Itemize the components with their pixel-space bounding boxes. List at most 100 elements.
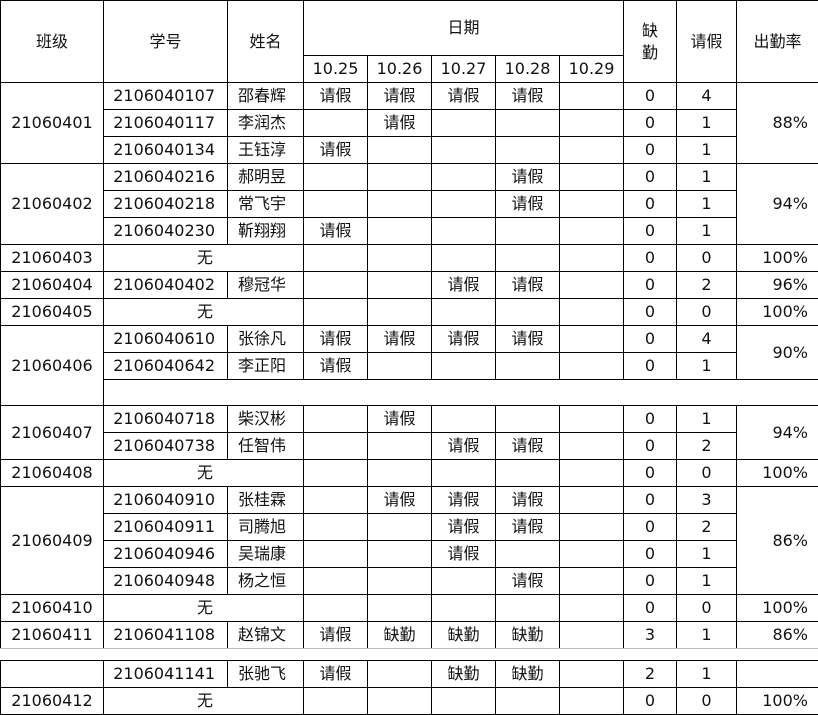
absent-count: 0	[623, 459, 677, 487]
attendance-rate: 100%	[736, 459, 818, 487]
attendance-mark: 请假	[367, 486, 432, 514]
no-student: 无	[103, 687, 304, 715]
absent-count: 0	[623, 486, 677, 514]
attendance-mark	[495, 594, 560, 622]
class-cell: 21060402	[0, 163, 104, 245]
attendance-mark	[367, 513, 432, 541]
leave-count: 1	[676, 621, 737, 649]
attendance-mark: 缺勤	[431, 660, 496, 688]
student-id: 2106040402	[103, 271, 228, 299]
absent-count: 0	[623, 432, 677, 460]
attendance-mark	[303, 244, 368, 272]
attendance-mark	[559, 163, 624, 191]
attendance-mark: 请假	[495, 486, 560, 514]
attendance-mark: 请假	[431, 271, 496, 299]
header-cell: 请假	[676, 0, 737, 83]
date-header: 10.28	[495, 55, 560, 83]
attendance-mark	[431, 136, 496, 164]
attendance-mark: 缺勤	[495, 621, 560, 649]
attendance-mark	[303, 163, 368, 191]
student-id: 2106040610	[103, 325, 228, 353]
leave-count: 1	[676, 660, 737, 688]
absent-count: 0	[623, 513, 677, 541]
attendance-mark	[303, 687, 368, 715]
attendance-mark: 请假	[431, 432, 496, 460]
leave-count: 0	[676, 687, 737, 715]
absent-count: 0	[623, 325, 677, 353]
absent-count: 0	[623, 567, 677, 595]
attendance-mark: 请假	[495, 513, 560, 541]
attendance-mark	[495, 109, 560, 137]
absent-count: 0	[623, 405, 677, 433]
attendance-mark: 请假	[303, 621, 368, 649]
attendance-mark	[303, 432, 368, 460]
attendance-mark	[495, 687, 560, 715]
attendance-mark: 请假	[495, 271, 560, 299]
attendance-mark	[431, 687, 496, 715]
attendance-mark	[431, 244, 496, 272]
attendance-mark: 请假	[303, 352, 368, 380]
leave-count: 2	[676, 432, 737, 460]
attendance-mark	[367, 459, 432, 487]
attendance-mark: 请假	[431, 513, 496, 541]
leave-count: 1	[676, 217, 737, 245]
student-name: 吴瑞康	[227, 540, 304, 568]
attendance-mark	[367, 217, 432, 245]
attendance-mark	[303, 271, 368, 299]
class-cell	[0, 660, 104, 688]
header-cell: 学号	[103, 0, 228, 83]
absent-count: 0	[623, 136, 677, 164]
student-name: 柴汉彬	[227, 405, 304, 433]
attendance-mark: 请假	[367, 82, 432, 110]
leave-count: 1	[676, 190, 737, 218]
attendance-mark: 请假	[303, 217, 368, 245]
absent-count: 3	[623, 621, 677, 649]
attendance-mark	[559, 432, 624, 460]
class-cell: 21060406	[0, 325, 104, 406]
attendance-mark	[559, 594, 624, 622]
leave-count: 0	[676, 244, 737, 272]
class-cell: 21060412	[0, 687, 104, 715]
absent-count: 0	[623, 352, 677, 380]
attendance-mark	[367, 432, 432, 460]
absent-count: 0	[623, 298, 677, 326]
attendance-mark: 请假	[303, 660, 368, 688]
attendance-mark	[431, 163, 496, 191]
student-id: 2106040216	[103, 163, 228, 191]
header-cell: 缺勤	[623, 0, 677, 83]
attendance-mark	[367, 660, 432, 688]
attendance-mark	[559, 405, 624, 433]
attendance-mark: 请假	[495, 432, 560, 460]
class-cell: 21060407	[0, 405, 104, 460]
class-cell: 21060401	[0, 82, 104, 164]
student-name: 靳翔翔	[227, 217, 304, 245]
attendance-mark	[495, 405, 560, 433]
attendance-mark	[431, 217, 496, 245]
student-id: 2106040946	[103, 540, 228, 568]
attendance-mark	[303, 567, 368, 595]
attendance-mark	[367, 567, 432, 595]
attendance-mark	[303, 486, 368, 514]
class-cell: 21060410	[0, 594, 104, 622]
leave-count: 1	[676, 540, 737, 568]
attendance-mark	[559, 540, 624, 568]
attendance-mark	[559, 82, 624, 110]
attendance-mark	[495, 459, 560, 487]
student-id: 2106041141	[103, 660, 228, 688]
student-id: 2106040218	[103, 190, 228, 218]
leave-count: 1	[676, 405, 737, 433]
student-name: 张徐凡	[227, 325, 304, 353]
class-cell: 21060405	[0, 298, 104, 326]
attendance-mark	[303, 513, 368, 541]
attendance-mark	[303, 459, 368, 487]
attendance-mark	[431, 190, 496, 218]
attendance-rate: 88%	[736, 82, 818, 164]
attendance-rate: 94%	[736, 163, 818, 245]
attendance-mark	[495, 352, 560, 380]
attendance-mark	[495, 217, 560, 245]
absent-count: 0	[623, 244, 677, 272]
student-id: 2106040948	[103, 567, 228, 595]
attendance-mark	[367, 271, 432, 299]
attendance-mark	[431, 567, 496, 595]
attendance-mark	[367, 687, 432, 715]
